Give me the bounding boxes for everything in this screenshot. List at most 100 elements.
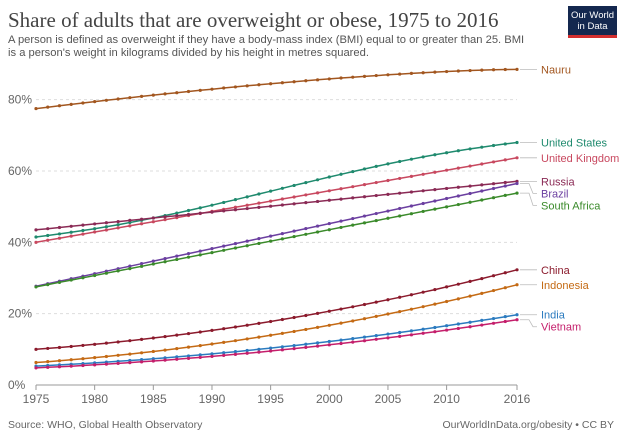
data-point xyxy=(57,104,62,108)
data-point xyxy=(104,341,108,345)
data-point xyxy=(491,160,496,164)
data-point xyxy=(210,328,214,332)
data-point xyxy=(128,96,132,100)
y-tick-label: 60% xyxy=(8,164,32,178)
data-point xyxy=(503,315,507,319)
data-point xyxy=(34,106,38,111)
data-point xyxy=(233,352,238,356)
data-point xyxy=(269,349,273,353)
data-point xyxy=(491,196,496,200)
data-point xyxy=(81,363,85,368)
data-point xyxy=(515,67,519,71)
series-line-south-africa xyxy=(35,192,518,288)
data-point xyxy=(198,211,202,215)
data-point xyxy=(339,172,343,176)
data-point xyxy=(292,329,296,334)
data-point xyxy=(233,85,238,89)
data-point xyxy=(445,196,449,201)
x-tick-label: 1995 xyxy=(257,392,284,406)
data-point xyxy=(445,299,449,304)
data-point xyxy=(433,70,437,74)
data-point xyxy=(46,360,50,364)
series-line-united-states xyxy=(35,141,518,238)
data-point xyxy=(46,227,50,231)
data-point xyxy=(386,73,390,77)
data-point xyxy=(515,191,519,195)
data-point xyxy=(468,294,472,298)
data-point xyxy=(339,197,343,201)
source-link[interactable]: OurWorldInData.org/obesity • CC BY xyxy=(442,419,614,431)
data-point xyxy=(280,237,284,241)
data-point xyxy=(257,237,261,241)
data-point xyxy=(292,315,296,320)
data-point xyxy=(222,209,226,213)
data-point xyxy=(468,279,472,284)
data-point xyxy=(233,339,238,343)
data-point xyxy=(503,319,507,324)
series-label: United Kingdom xyxy=(541,153,619,165)
data-point xyxy=(304,226,308,231)
data-point xyxy=(468,68,472,73)
data-point xyxy=(386,332,390,336)
data-point xyxy=(257,335,261,339)
data-point xyxy=(139,351,144,355)
data-point xyxy=(304,201,308,205)
data-point xyxy=(46,238,50,242)
data-point xyxy=(139,262,144,266)
data-point xyxy=(339,76,343,80)
data-point xyxy=(362,221,367,225)
data-point xyxy=(503,286,507,290)
series-line-vietnam xyxy=(35,318,518,369)
data-point xyxy=(175,211,179,215)
data-point xyxy=(468,320,472,324)
data-point xyxy=(128,339,132,343)
data-point xyxy=(104,225,108,229)
data-point xyxy=(480,276,484,281)
data-point xyxy=(57,359,62,363)
data-point xyxy=(480,183,484,187)
data-point xyxy=(139,264,144,268)
logo-line-1: Our World xyxy=(570,9,615,21)
data-point xyxy=(257,201,261,205)
data-point xyxy=(339,341,343,346)
data-point xyxy=(480,68,484,72)
data-point xyxy=(421,155,425,159)
data-point xyxy=(351,185,355,189)
data-point xyxy=(386,216,390,220)
data-point xyxy=(515,268,519,272)
data-point xyxy=(233,205,238,209)
data-point xyxy=(374,164,378,168)
data-point xyxy=(163,218,167,222)
data-point xyxy=(398,310,402,314)
data-point xyxy=(269,346,273,350)
data-point xyxy=(186,354,191,358)
series-line-india xyxy=(35,313,518,367)
data-point xyxy=(222,327,226,331)
data-point xyxy=(456,326,460,331)
data-point xyxy=(468,325,472,329)
data-point xyxy=(34,228,38,232)
owid-logo[interactable]: Our World in Data xyxy=(568,6,617,38)
data-point xyxy=(151,359,155,363)
data-point xyxy=(386,162,390,166)
data-point xyxy=(151,349,155,354)
data-point xyxy=(280,231,284,236)
source-note: Source: WHO, Global Health Observatory xyxy=(8,419,203,431)
data-point xyxy=(151,336,155,340)
series-line-united-kingdom xyxy=(35,157,518,244)
data-point xyxy=(398,191,402,195)
data-point xyxy=(445,324,449,328)
logo-line-2: in Data xyxy=(577,20,608,32)
data-point xyxy=(186,252,191,256)
data-point xyxy=(351,75,355,79)
data-point xyxy=(433,153,437,157)
data-point xyxy=(398,295,402,299)
data-point xyxy=(339,225,343,230)
data-point xyxy=(456,202,460,207)
data-point xyxy=(186,89,191,94)
data-point xyxy=(456,194,460,198)
data-point xyxy=(175,254,179,258)
data-point xyxy=(515,313,519,317)
data-point xyxy=(433,330,437,334)
data-point xyxy=(315,344,320,348)
